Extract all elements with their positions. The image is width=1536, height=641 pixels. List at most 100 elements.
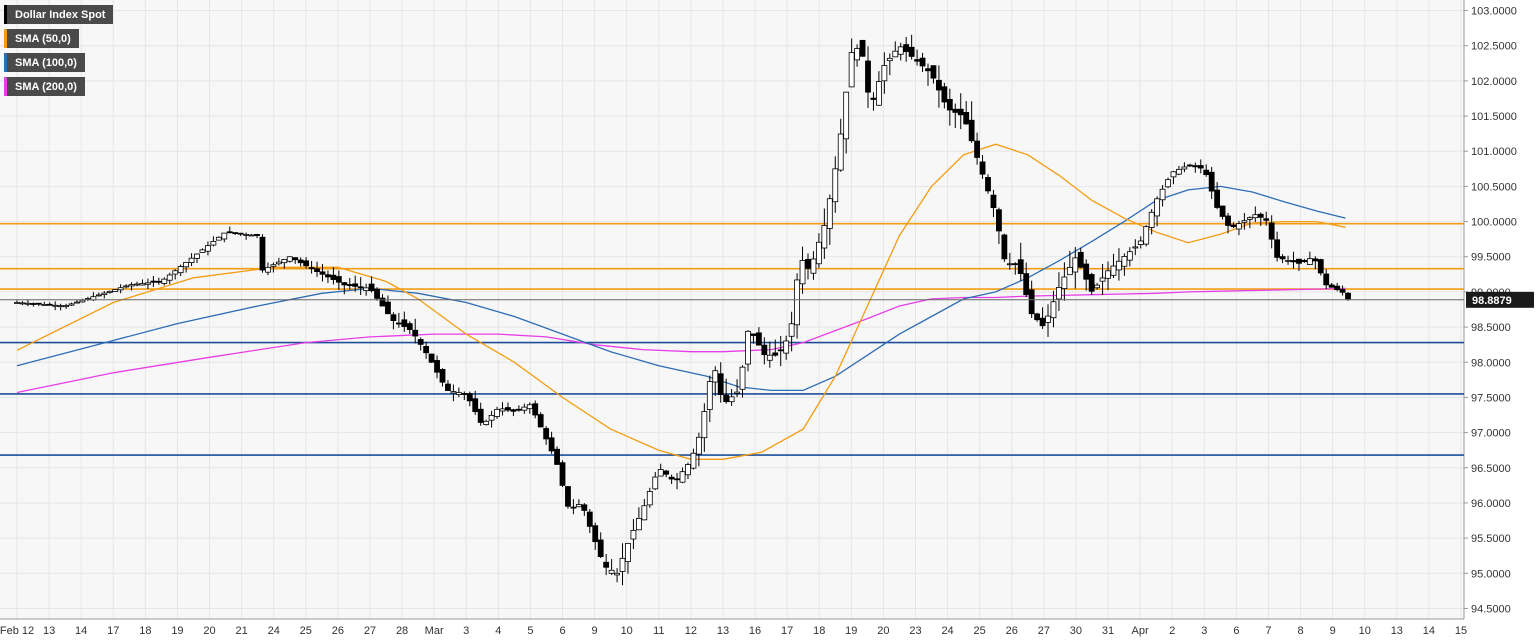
candle-up [145, 282, 151, 285]
candle-up [275, 261, 282, 265]
candle-up [19, 302, 26, 305]
x-tick-label: 6 [1233, 625, 1239, 637]
candle-down [548, 437, 555, 452]
candle-down [870, 97, 877, 100]
candle-up [695, 436, 702, 455]
x-tick-label: 21 [235, 625, 247, 637]
candle-down [957, 108, 964, 116]
candle-up [701, 411, 708, 439]
x-tick-label: Mar [425, 625, 444, 637]
candle-down [390, 314, 397, 321]
legend-swatch-sma200 [4, 77, 7, 96]
candle-down [761, 344, 768, 356]
candle-down [314, 268, 320, 272]
candle-down [597, 539, 604, 557]
candle-down [1197, 165, 1204, 169]
candle-up [172, 270, 179, 275]
x-tick-label: 25 [974, 625, 986, 637]
candle-up [281, 259, 288, 264]
x-tick-label: 27 [364, 625, 376, 637]
candle-up [1252, 214, 1259, 219]
candle-down [412, 329, 419, 337]
candle-up [821, 225, 828, 249]
candle-down [1028, 289, 1035, 315]
candle-up [166, 274, 173, 281]
candle-down [1334, 285, 1341, 291]
candle-up [25, 302, 31, 305]
y-tick-label: 100.5000 [1471, 181, 1517, 193]
x-tick-label: 13 [717, 625, 729, 637]
candle-down [859, 39, 866, 57]
x-tick-label: 26 [1006, 625, 1018, 637]
candle-up [739, 366, 746, 390]
candle-down [1225, 215, 1231, 226]
candle-up [832, 168, 839, 203]
x-tick-label: 6 [559, 625, 565, 637]
candle-up [521, 406, 528, 411]
candle-down [445, 383, 451, 391]
x-tick-label: 5 [527, 625, 533, 637]
candle-up [1045, 315, 1051, 323]
x-tick-label: 19 [171, 625, 183, 637]
candle-up [63, 305, 69, 308]
candle-down [946, 98, 953, 111]
candle-up [886, 57, 893, 62]
candle-up [854, 48, 860, 61]
candle-up [41, 304, 48, 306]
candle-up [1154, 198, 1161, 217]
candle-up [881, 65, 888, 82]
candle-down [368, 283, 375, 292]
y-tick-label: 94.5000 [1471, 603, 1511, 615]
candle-up [134, 283, 140, 286]
candle-up [265, 266, 271, 273]
candle-down [936, 79, 942, 91]
candle-up [1050, 301, 1057, 319]
candle-down [1323, 273, 1330, 286]
x-tick-label: 2 [1169, 625, 1175, 637]
x-tick-label: 19 [845, 625, 857, 637]
candle-up [1061, 276, 1068, 289]
candle-down [237, 232, 244, 235]
candle-up [1306, 258, 1313, 265]
candle-down [401, 319, 408, 327]
candle-up [14, 302, 20, 304]
candle-up [95, 294, 102, 297]
x-tick-label: 8 [1297, 625, 1303, 637]
candle-down [1012, 263, 1019, 266]
candle-down [1219, 205, 1226, 217]
x-tick-label: 12 [685, 625, 697, 637]
candle-down [434, 360, 440, 373]
candle-down [308, 267, 315, 270]
y-tick-label: 102.0000 [1471, 76, 1517, 88]
candle-down [1279, 256, 1286, 260]
candle-up [199, 249, 206, 253]
x-tick-label: 11 [653, 625, 664, 637]
candle-up [690, 452, 697, 469]
plot-background [0, 0, 1464, 619]
x-tick-label: 30 [1070, 625, 1082, 637]
candle-up [876, 81, 882, 106]
candle-up [1137, 240, 1144, 245]
candle-down [346, 284, 353, 287]
candle-down [335, 276, 342, 283]
candle-down [952, 108, 959, 113]
candle-down [385, 301, 391, 315]
candle-up [455, 392, 462, 395]
candle-down [461, 393, 468, 395]
candle-down [968, 119, 975, 142]
candle-down [319, 271, 326, 275]
candle-down [1296, 258, 1302, 264]
candle-up [892, 50, 899, 58]
y-tick-label: 98.5000 [1471, 322, 1511, 334]
candle-up [1105, 270, 1111, 279]
candle-down [1186, 164, 1193, 167]
candle-down [1208, 171, 1215, 192]
legend-label-sma100: SMA (100,0) [15, 56, 77, 69]
candle-down [423, 345, 430, 354]
candle-down [1339, 289, 1346, 293]
candle-up [799, 260, 806, 285]
candle-up [270, 264, 277, 267]
candle-down [570, 506, 577, 509]
candle-up [635, 518, 642, 531]
